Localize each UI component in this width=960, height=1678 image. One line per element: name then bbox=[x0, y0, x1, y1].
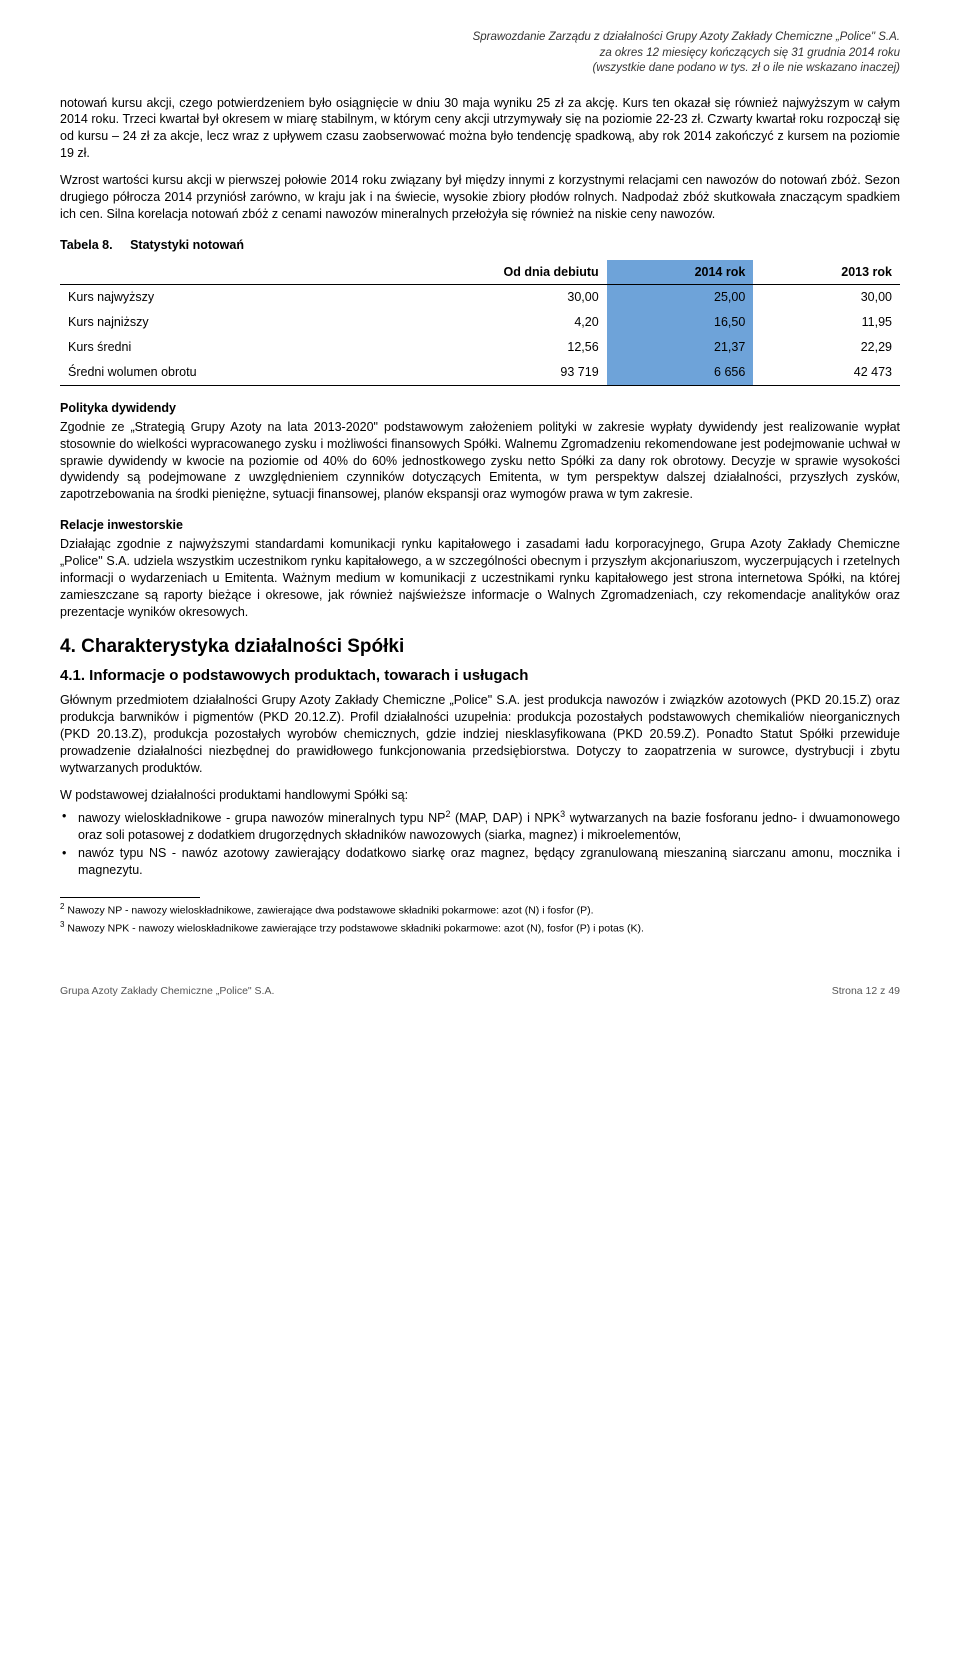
section-head-dividend: Polityka dywidendy bbox=[60, 400, 900, 417]
cell: 25,00 bbox=[607, 285, 754, 310]
header-line2: za okres 12 miesięcy kończących się 31 g… bbox=[60, 46, 900, 62]
bullet-text: (MAP, DAP) i NPK bbox=[450, 811, 560, 825]
footnote-separator bbox=[60, 897, 200, 898]
header-line3: (wszystkie dane podano w tys. zł o ile n… bbox=[60, 61, 900, 77]
row-label: Kurs średni bbox=[60, 335, 362, 360]
row-label: Średni wolumen obrotu bbox=[60, 360, 362, 385]
heading-4-1: 4.1. Informacje o podstawowych produktac… bbox=[60, 666, 900, 686]
cell: 4,20 bbox=[362, 310, 606, 335]
cell: 22,29 bbox=[753, 335, 900, 360]
para-4-1-a: Głównym przedmiotem działalności Grupy A… bbox=[60, 692, 900, 776]
col-head-1: Od dnia debiutu bbox=[362, 260, 606, 285]
row-label: Kurs najwyższy bbox=[60, 285, 362, 310]
table-number: Tabela 8. bbox=[60, 238, 113, 252]
bullet-text: nawozy wieloskładnikowe - grupa nawozów … bbox=[78, 811, 445, 825]
bullet-text: nawóz typu NS - nawóz azotowy zawierając… bbox=[78, 846, 900, 877]
table-row: Kurs średni 12,56 21,37 22,29 bbox=[60, 335, 900, 360]
bullet-item: nawóz typu NS - nawóz azotowy zawierając… bbox=[60, 845, 900, 879]
body-para-1: notowań kursu akcji, czego potwierdzenie… bbox=[60, 95, 900, 163]
table-row: Średni wolumen obrotu 93 719 6 656 42 47… bbox=[60, 360, 900, 385]
table-caption: Statystyki notowań bbox=[130, 238, 244, 252]
section-head-relations: Relacje inwestorskie bbox=[60, 517, 900, 534]
heading-4: 4. Charakterystyka działalności Spółki bbox=[60, 634, 900, 660]
col-head-2: 2014 rok bbox=[607, 260, 754, 285]
section-body-dividend: Zgodnie ze „Strategią Grupy Azoty na lat… bbox=[60, 419, 900, 503]
bullet-item: nawozy wieloskładnikowe - grupa nawozów … bbox=[60, 808, 900, 844]
stats-table: Od dnia debiutu 2014 rok 2013 rok Kurs n… bbox=[60, 260, 900, 386]
row-label: Kurs najniższy bbox=[60, 310, 362, 335]
header-line1: Sprawozdanie Zarządu z działalności Grup… bbox=[60, 30, 900, 46]
body-para-2: Wzrost wartości kursu akcji w pierwszej … bbox=[60, 172, 900, 223]
table-row: Kurs najniższy 4,20 16,50 11,95 bbox=[60, 310, 900, 335]
cell: 30,00 bbox=[362, 285, 606, 310]
cell: 16,50 bbox=[607, 310, 754, 335]
table-header-row: Od dnia debiutu 2014 rok 2013 rok bbox=[60, 260, 900, 285]
cell: 30,00 bbox=[753, 285, 900, 310]
cell: 11,95 bbox=[753, 310, 900, 335]
table-title: Tabela 8. Statystyki notowań bbox=[60, 237, 900, 254]
cell: 42 473 bbox=[753, 360, 900, 385]
cell: 21,37 bbox=[607, 335, 754, 360]
cell: 6 656 bbox=[607, 360, 754, 385]
footer-company: Grupa Azoty Zakłady Chemiczne „Police" S… bbox=[60, 984, 274, 998]
para-4-1-b: W podstawowej działalności produktami ha… bbox=[60, 787, 900, 804]
col-head-3: 2013 rok bbox=[753, 260, 900, 285]
section-body-relations: Działając zgodnie z najwyższymi standard… bbox=[60, 536, 900, 620]
footnote-text: Nawozy NP - nawozy wieloskładnikowe, zaw… bbox=[67, 905, 593, 917]
footnote-2: 2 Nawozy NP - nawozy wieloskładnikowe, z… bbox=[60, 902, 900, 918]
report-header: Sprawozdanie Zarządu z działalności Grup… bbox=[60, 30, 900, 77]
table-row: Kurs najwyższy 30,00 25,00 30,00 bbox=[60, 285, 900, 310]
product-bullets: nawozy wieloskładnikowe - grupa nawozów … bbox=[60, 808, 900, 880]
cell: 93 719 bbox=[362, 360, 606, 385]
footnote-text: Nawozy NPK - nawozy wieloskładnikowe zaw… bbox=[67, 922, 644, 934]
footer-page-number: Strona 12 z 49 bbox=[832, 984, 900, 998]
cell: 12,56 bbox=[362, 335, 606, 360]
col-head-0 bbox=[60, 260, 362, 285]
footnote-3: 3 Nawozy NPK - nawozy wieloskładnikowe z… bbox=[60, 920, 900, 936]
page-footer: Grupa Azoty Zakłady Chemiczne „Police" S… bbox=[60, 984, 900, 998]
